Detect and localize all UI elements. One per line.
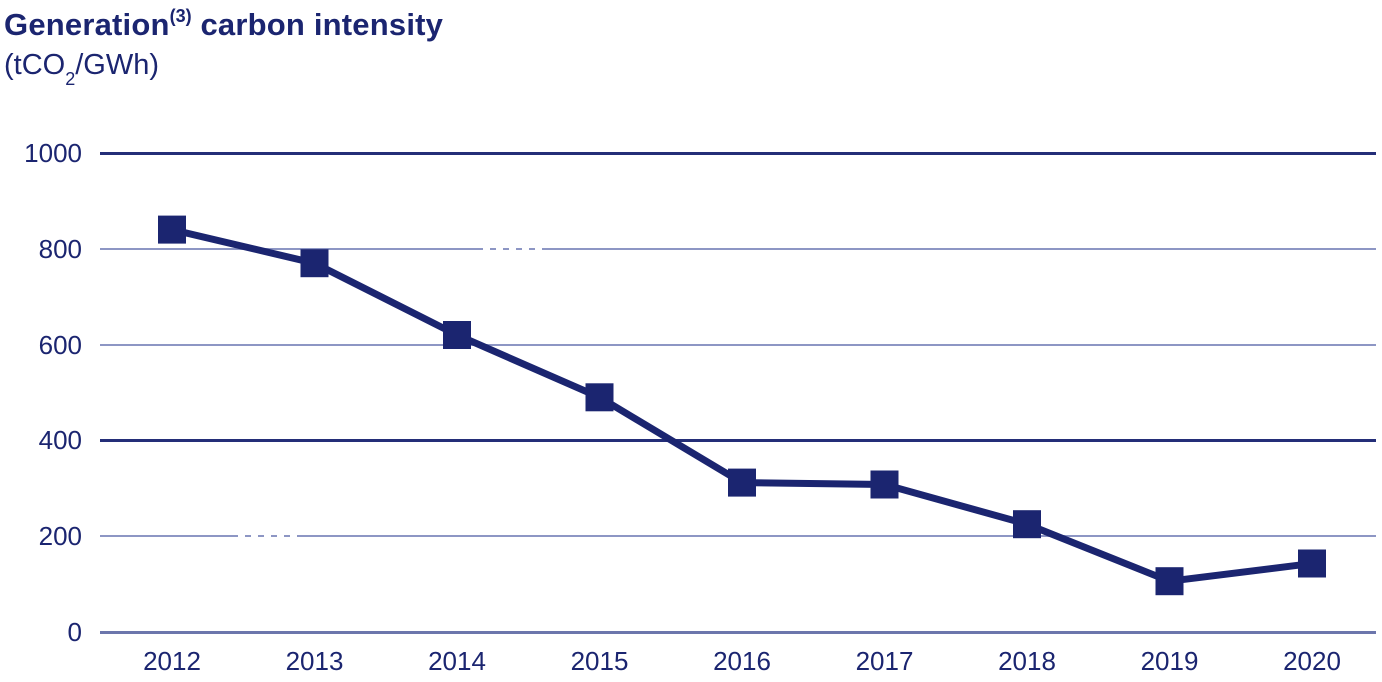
x-tick-label-2020: 2020: [1283, 646, 1341, 676]
y-tick-label-600: 600: [38, 329, 82, 360]
x-axis: 2012 2013 2014 2015 2016 2017 2018 2019 2020: [100, 646, 1376, 680]
y-tick-label-0: 0: [67, 617, 82, 647]
x-tick-label-2017: 2017: [855, 646, 914, 676]
data-point-2015: [585, 383, 614, 412]
y-tick-label-800: 800: [38, 233, 82, 264]
series-line: [167, 225, 1316, 585]
chart-title-footnote-marker: (3): [169, 5, 192, 26]
data-point-2017: [870, 470, 899, 499]
y-tick-label-400: 400: [38, 425, 82, 456]
plot-area: [100, 152, 1376, 634]
data-point-2013: [300, 249, 329, 278]
chart-title: Generation(3) carbon intensity: [4, 6, 443, 45]
data-point-2019: [1155, 567, 1184, 596]
data-point-2016: [728, 468, 756, 497]
data-point-2020: [1298, 549, 1326, 578]
data-point-2018: [1013, 510, 1041, 539]
x-tick-label-2012: 2012: [143, 646, 201, 676]
x-tick-label-2014: 2014: [428, 646, 486, 676]
chart-header: Generation(3) carbon intensity (tCO2/GWh…: [4, 6, 443, 89]
data-point-2014: [443, 321, 471, 349]
y-axis: 1000 800 600 400 200 0: [0, 138, 82, 647]
chart-subtitle-units: (tCO2/GWh): [4, 48, 160, 89]
x-tick-label-2016: 2016: [713, 646, 771, 676]
co2-subscript: 2: [65, 68, 76, 89]
chart-title-text: Generation: [4, 7, 170, 42]
chart-title-text-rest: carbon intensity: [191, 7, 444, 42]
x-tick-label-2018: 2018: [998, 646, 1056, 676]
line-series-svg: [158, 215, 1326, 596]
x-tick-label-2015: 2015: [570, 646, 629, 676]
x-tick-label-2013: 2013: [285, 646, 344, 676]
y-tick-label-200: 200: [38, 521, 82, 552]
y-tick-label-1000: 1000: [24, 138, 82, 168]
x-tick-label-2019: 2019: [1140, 646, 1199, 676]
data-point-2012: [158, 215, 186, 244]
